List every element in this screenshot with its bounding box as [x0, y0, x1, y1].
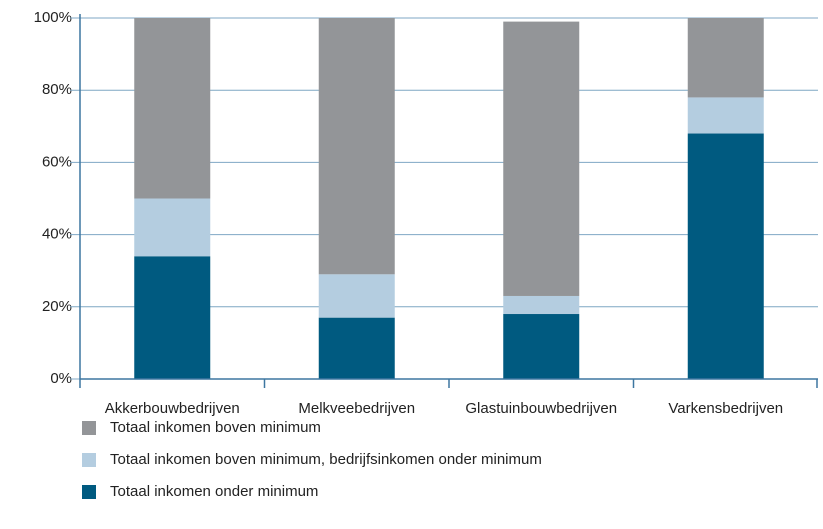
legend-swatch: [82, 453, 96, 467]
bar-segment: [503, 295, 580, 315]
bar-segment: [134, 256, 211, 379]
x-tick-label: Glastuinbouwbedrijven: [465, 400, 617, 417]
bar-segment: [134, 18, 211, 199]
y-tick-label: 20%: [42, 298, 72, 315]
bar-segment: [687, 18, 764, 98]
bar-segment: [687, 97, 764, 134]
bar-segment: [687, 133, 764, 379]
legend-label: Totaal inkomen boven minimum, bedrijfsin…: [110, 451, 542, 468]
legend-label: Totaal inkomen onder minimum: [110, 483, 318, 500]
legend-label: Totaal inkomen boven minimum: [110, 419, 321, 436]
y-tick-label: 0%: [50, 370, 72, 387]
bar-segment: [318, 317, 395, 379]
y-tick-label: 40%: [42, 226, 72, 243]
legend-swatch: [82, 421, 96, 435]
x-tick-label: Akkerbouwbedrijven: [105, 400, 240, 417]
y-tick-label: 60%: [42, 153, 72, 170]
bar-segment: [318, 274, 395, 318]
y-tick-label: 80%: [42, 81, 72, 98]
y-tick-label: 100%: [34, 9, 72, 26]
bar-segment: [318, 18, 395, 275]
bar-segment: [503, 314, 580, 379]
bar-segment: [503, 21, 580, 296]
x-tick-label: Varkensbedrijven: [668, 400, 783, 417]
bar-segment: [134, 198, 211, 257]
x-tick-label: Melkveebedrijven: [298, 400, 415, 417]
legend-swatch: [82, 485, 96, 499]
